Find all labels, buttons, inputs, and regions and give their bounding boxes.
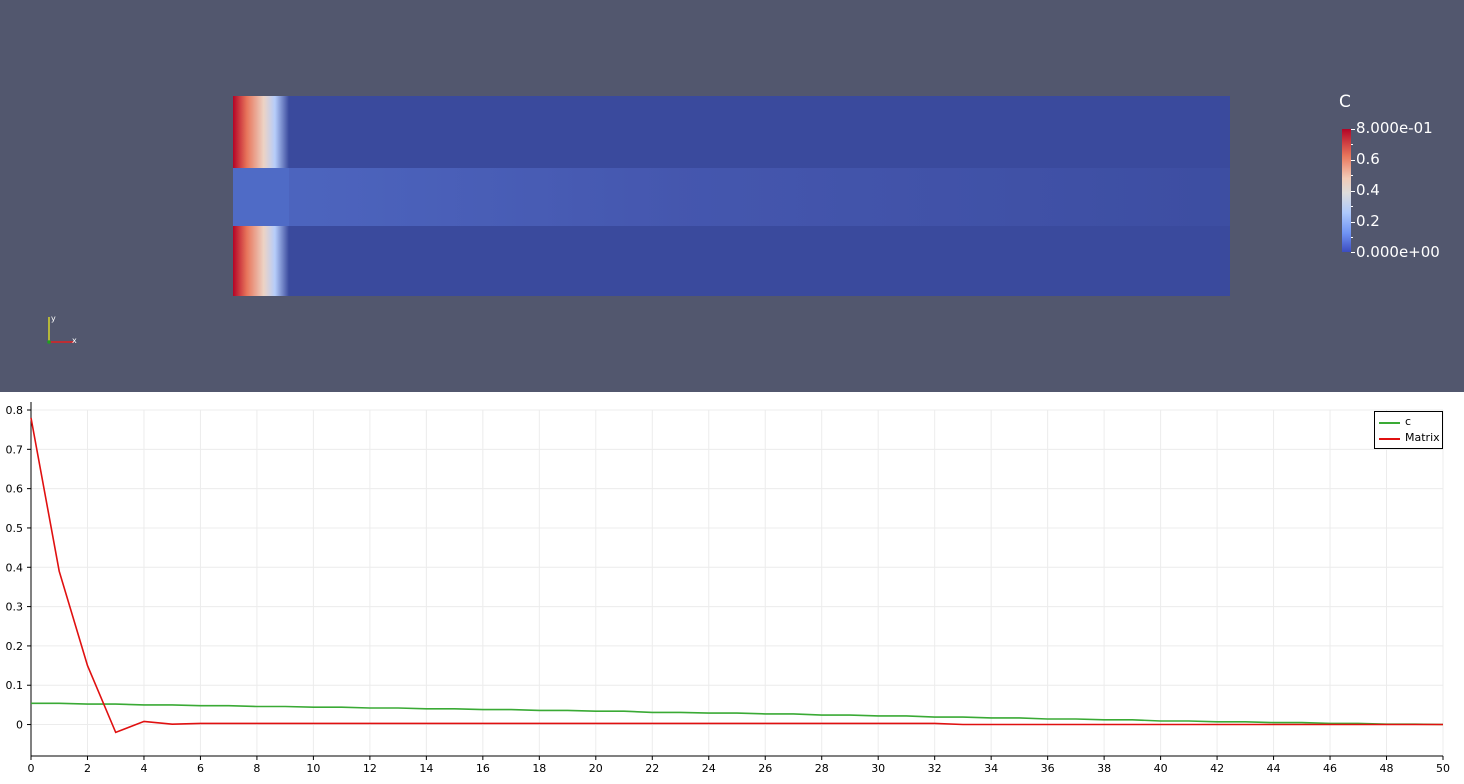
axis-x-label: x <box>72 336 77 345</box>
y-tick-label: 0.4 <box>6 561 24 574</box>
x-tick-label: 36 <box>1041 762 1055 775</box>
x-tick-label: 22 <box>645 762 659 775</box>
x-tick-label: 38 <box>1097 762 1111 775</box>
x-tick-label: 30 <box>871 762 885 775</box>
render-view[interactable]: C 8.000e-01 0.6 0.4 0.2 0.000e+00 y x <box>0 0 1464 392</box>
x-tick-label: 4 <box>140 762 147 775</box>
x-tick-label: 28 <box>815 762 829 775</box>
colorbar-label: 0.4 <box>1356 181 1380 199</box>
x-tick-label: 18 <box>532 762 546 775</box>
y-tick-label: 0.3 <box>6 601 24 614</box>
x-tick-label: 12 <box>363 762 377 775</box>
x-tick-label: 26 <box>758 762 772 775</box>
x-tick-label: 2 <box>84 762 91 775</box>
x-tick-label: 20 <box>589 762 603 775</box>
inlet-hot-zone-bottom <box>233 224 289 296</box>
x-tick-label: 46 <box>1323 762 1337 775</box>
y-tick-label: 0.2 <box>6 640 24 653</box>
x-tick-label: 34 <box>984 762 998 775</box>
legend-swatch <box>1379 422 1400 424</box>
legend-label: Matrix <box>1405 431 1440 444</box>
colorbar-label-max: 8.000e-01 <box>1356 119 1433 137</box>
orientation-axes-icon: y x <box>47 314 77 345</box>
legend-label: c <box>1405 415 1412 428</box>
concentration-field[interactable] <box>233 96 1230 296</box>
colorbar-label: 0.2 <box>1356 212 1380 230</box>
y-tick-label: 0.1 <box>6 679 24 692</box>
line-chart[interactable]: 0 2 4 6 8 10 12 14 16 18 20 22 24 26 28 30 32 34 36 38 40 42 4… <box>0 392 1464 784</box>
inlet-hot-zone-top <box>233 96 289 168</box>
x-tick-label: 44 <box>1267 762 1281 775</box>
colorbar <box>1342 129 1351 252</box>
x-tick-label: 32 <box>928 762 942 775</box>
y-tick-label: 0.7 <box>6 443 24 456</box>
x-tick-label: 6 <box>197 762 204 775</box>
x-tick-label: 24 <box>702 762 716 775</box>
field-render <box>233 96 1230 296</box>
x-tick-label: 14 <box>419 762 433 775</box>
x-tick-label: 0 <box>28 762 35 775</box>
x-tick-label: 48 <box>1380 762 1394 775</box>
axis-y-label: y <box>51 314 56 323</box>
chart-legend: c Matrix <box>1374 411 1443 449</box>
y-tick-label: 0.5 <box>6 522 24 535</box>
x-tick-label: 8 <box>253 762 260 775</box>
x-tick-label: 16 <box>476 762 490 775</box>
x-tick-label: 50 <box>1436 762 1450 775</box>
x-tick-label: 42 <box>1210 762 1224 775</box>
colorbar-title: C <box>1339 92 1351 112</box>
x-tick-label: 10 <box>306 762 320 775</box>
legend-swatch <box>1379 438 1400 440</box>
y-tick-label: 0.6 <box>6 483 24 496</box>
colorbar-label-min: 0.000e+00 <box>1356 243 1440 261</box>
y-tick-label: 0.8 <box>6 404 24 417</box>
colorbar-label: 0.6 <box>1356 150 1380 168</box>
series-line-matrix <box>30 417 1443 734</box>
x-tick-label: 40 <box>1154 762 1168 775</box>
series-line-c <box>31 702 1444 726</box>
center-channel-band <box>233 168 1230 226</box>
y-tick-label: 0 <box>16 719 23 732</box>
